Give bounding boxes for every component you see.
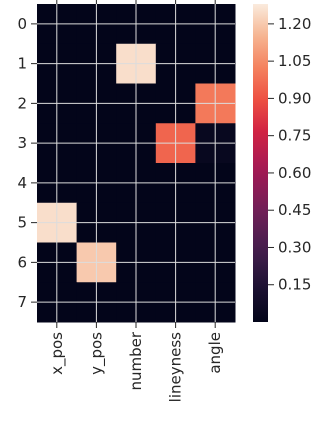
colorbar-tick-label: 0.15 (278, 276, 311, 294)
y-tick-label: 5 (17, 214, 27, 232)
heatmap-grid (37, 4, 235, 322)
x-tick-label: lineyness (167, 332, 185, 402)
x-tick-label: x_pos (48, 332, 67, 375)
colorbar (253, 4, 268, 322)
y-tick-label: 3 (17, 134, 27, 152)
x-tick-label: number (127, 331, 145, 390)
y-tick-label: 1 (17, 55, 27, 73)
y-axis: 0 1 2 3 4 5 6 7 (17, 15, 37, 311)
y-tick-label: 4 (17, 174, 27, 192)
y-tick-label: 6 (17, 253, 27, 271)
colorbar-tick-label: 0.60 (278, 164, 311, 182)
colorbar-tick-label: 0.45 (278, 201, 311, 219)
y-tick-label: 7 (17, 293, 27, 311)
colorbar-tick-label: 1.05 (278, 52, 311, 70)
colorbar-tick-label: 0.90 (278, 89, 311, 107)
x-axis: x_pos y_pos number lineyness angle (48, 0, 224, 402)
colorbar-tick-label: 0.75 (278, 127, 311, 145)
x-tick-label: angle (206, 332, 224, 374)
y-tick-label: 2 (17, 94, 27, 112)
x-tick-label: y_pos (87, 332, 106, 375)
colorbar-tick-label: 0.30 (278, 238, 311, 256)
colorbar-tick-label: 1.20 (278, 15, 311, 33)
y-tick-label: 0 (17, 15, 27, 33)
colorbar-ticks: 0.15 0.30 0.45 0.60 0.75 0.90 1.05 1.20 (268, 15, 311, 294)
